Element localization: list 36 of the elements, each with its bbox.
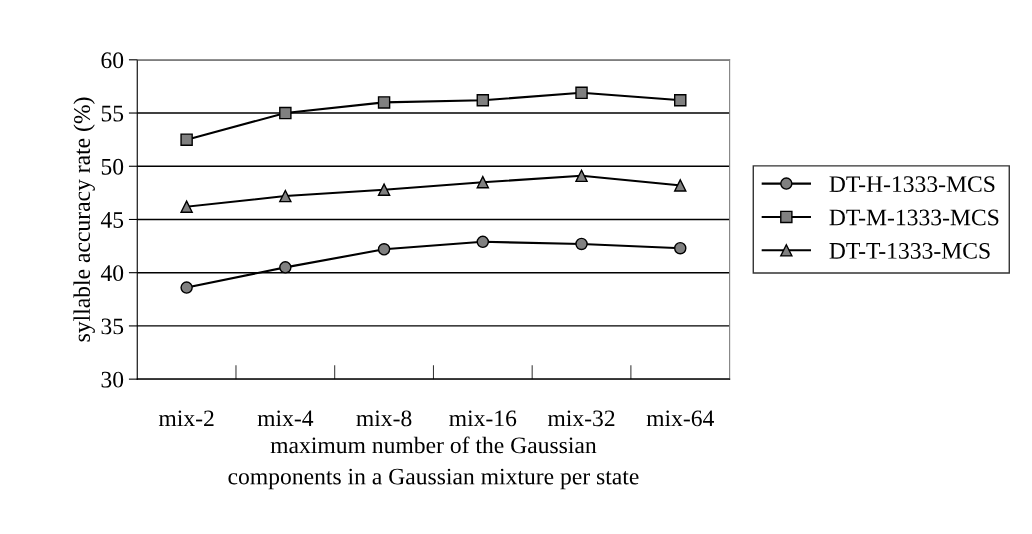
point — [279, 106, 292, 120]
y-tick-label: 40 — [100, 265, 124, 282]
point — [180, 200, 193, 213]
point — [476, 235, 490, 249]
point — [476, 94, 490, 107]
x-tick-label: mix-16 — [449, 410, 517, 427]
x-axis-title: maximum number of the Gaussian components in a Gaussian mixture per state — [228, 436, 639, 490]
legend-label: DT-M-1333-MCS — [829, 209, 999, 226]
point — [377, 243, 391, 256]
point — [279, 261, 292, 274]
point — [575, 86, 588, 100]
point — [575, 169, 588, 183]
legend-label: DT-H-1333-MCS — [829, 176, 995, 193]
y-tick-label: 30 — [101, 371, 124, 388]
y-tick-label: 45 — [100, 212, 124, 228]
legend-label: DT-T-1333-MCS — [829, 242, 990, 259]
x-tick-label: mix-8 — [356, 410, 412, 427]
x-tick-label: mix-32 — [547, 410, 615, 427]
point — [674, 179, 687, 192]
y-tick-label: 35 — [101, 318, 124, 335]
point — [180, 133, 193, 146]
point — [476, 175, 490, 189]
x-tick-label: mix-64 — [646, 410, 714, 427]
x-tick-label: mix-4 — [257, 410, 314, 427]
point — [279, 189, 292, 203]
y-tick-label: 55 — [101, 105, 124, 122]
y-tick-label: 50 — [101, 158, 124, 175]
point — [377, 96, 391, 109]
y-tick-label: 60 — [101, 52, 124, 69]
x-tick-label: mix-2 — [158, 410, 214, 427]
point — [674, 241, 687, 255]
point — [575, 237, 588, 251]
point — [674, 94, 687, 107]
point — [180, 281, 193, 294]
y-axis-title: syllable accuracy rate (%) — [73, 97, 95, 342]
point — [377, 183, 391, 196]
